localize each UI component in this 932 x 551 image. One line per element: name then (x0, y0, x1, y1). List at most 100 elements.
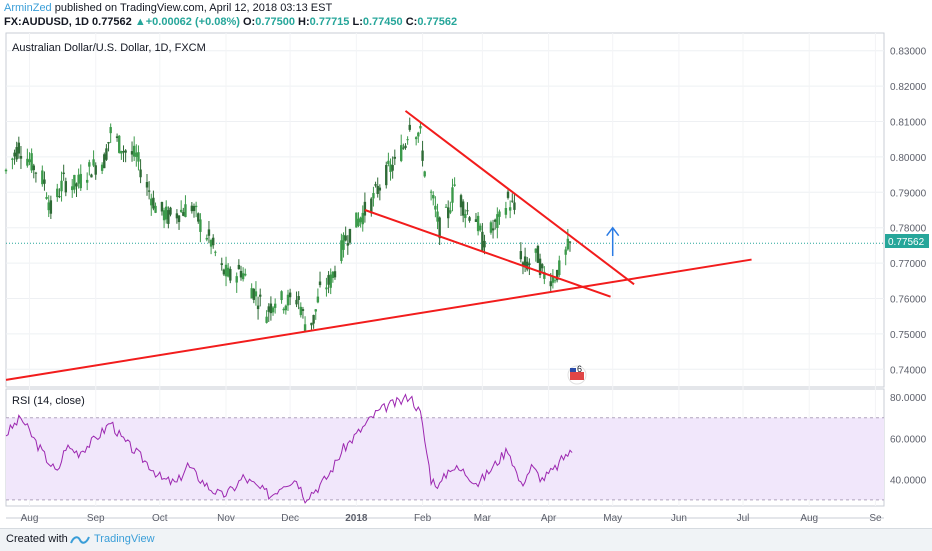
candle-body (32, 165, 35, 171)
candle-body (30, 153, 33, 171)
candle-body (491, 228, 495, 231)
time-axis[interactable]: Aug Sep Oct Nov Dec 2018 Feb Mar Apr May Jun Jul Aug… (21, 513, 882, 524)
candle-body (357, 218, 360, 226)
candle-body (451, 187, 454, 203)
candle-body (179, 209, 183, 212)
candle-body (519, 251, 523, 260)
candle-body (359, 217, 362, 223)
candle-body (130, 151, 134, 155)
candle-body (340, 240, 343, 261)
candle-body (363, 201, 367, 216)
candle-body (88, 162, 91, 167)
time-tick-label: Dec (281, 513, 299, 524)
candle-body (391, 165, 394, 171)
candle-body (568, 241, 572, 243)
rsi-tick-label: 80.0000 (890, 393, 927, 404)
candle-body (331, 271, 335, 279)
candle-body (408, 124, 411, 130)
time-tick-label: Jun (671, 513, 687, 524)
candle-body (135, 152, 138, 157)
events-badge[interactable]: 6 (567, 364, 587, 385)
candle-body (378, 187, 382, 191)
main-title: Australian Dollar/U.S. Dollar, 1D, FXCM (12, 42, 206, 54)
candle-body (355, 212, 358, 228)
price-change: +0.00062 (+0.08%) (145, 16, 240, 28)
candle-body (286, 294, 290, 306)
candle-body (295, 299, 298, 305)
price-tick-label: 0.78000 (890, 224, 927, 235)
candle-body (316, 296, 320, 303)
candle-body (423, 171, 426, 177)
price-axis[interactable]: 0.83000 0.82000 0.81000 0.80000 0.79000 0.780… (890, 47, 927, 487)
candle-body (90, 174, 93, 178)
candle-body (526, 261, 529, 270)
price-tick-label: 0.75000 (890, 330, 927, 341)
candle-body (160, 202, 164, 212)
candle-body (226, 267, 230, 277)
candle-body (404, 145, 407, 149)
candle-body (224, 264, 228, 277)
candle-body (17, 142, 21, 154)
candle-body (267, 306, 270, 312)
symbol-info: FX:AUDUSD, 1D 0.77562 ▲+0.00062 (+0.08%)… (4, 16, 457, 29)
candle-body (120, 151, 123, 154)
candle-body (118, 135, 121, 153)
candle-body (137, 152, 140, 162)
candle-body (508, 207, 512, 211)
chart-canvas[interactable]: 0.83000 0.82000 0.81000 0.80000 0.79000 0.780… (0, 0, 932, 528)
candle-body (205, 237, 209, 240)
low-value: 0.77450 (362, 16, 403, 28)
main-pane-border (5, 32, 885, 388)
trendline-support (5, 258, 752, 381)
candle-body (333, 271, 337, 278)
candle-body (145, 181, 149, 188)
time-tick-label: Aug (800, 513, 818, 524)
open-value: 0.77500 (255, 16, 295, 28)
candle-body (504, 208, 508, 215)
candle-body (461, 201, 465, 216)
candle-body (85, 179, 89, 183)
created-with-text: Created with (6, 533, 68, 545)
candle-body (62, 172, 65, 175)
candle-body (496, 214, 499, 229)
tradingview-link[interactable]: TradingView (94, 533, 155, 545)
candle-body (389, 164, 392, 172)
candle-body (58, 196, 61, 198)
candle-body (325, 287, 328, 290)
candle-body (483, 240, 486, 248)
candle-body (269, 303, 273, 314)
candle-body (167, 210, 170, 224)
candle-body (344, 235, 347, 241)
candle-body (26, 158, 29, 166)
price-tick-label: 0.76000 (890, 295, 927, 306)
candle-body (303, 324, 307, 332)
candle-body (466, 210, 469, 212)
candles (4, 117, 572, 333)
rsi-line (5, 393, 573, 504)
price-tick-label: 0.80000 (890, 153, 927, 164)
candle-body (45, 196, 48, 199)
candle-body (235, 276, 238, 283)
candle-body (534, 248, 537, 253)
candle-body (154, 205, 157, 213)
candle-body (449, 210, 452, 213)
candle-body (273, 303, 277, 308)
candle-body (28, 159, 31, 163)
candle-body (229, 269, 232, 281)
rsi-title: RSI (14, close) (12, 395, 85, 407)
candle-body (400, 145, 403, 161)
author-link[interactable]: ArminZed (4, 2, 52, 14)
candle-body (124, 150, 127, 153)
candle-body (314, 309, 317, 312)
candle-body (71, 186, 74, 191)
candle-body (256, 305, 260, 310)
candle-body (162, 210, 166, 221)
candle-body (312, 314, 315, 324)
high-label: H: (298, 16, 310, 28)
candle-body (107, 142, 110, 144)
candle-body (432, 195, 435, 199)
candle-body (521, 262, 525, 266)
candle-body (77, 174, 80, 184)
price-tick-label: 0.83000 (890, 47, 927, 58)
drawings[interactable] (5, 110, 752, 381)
